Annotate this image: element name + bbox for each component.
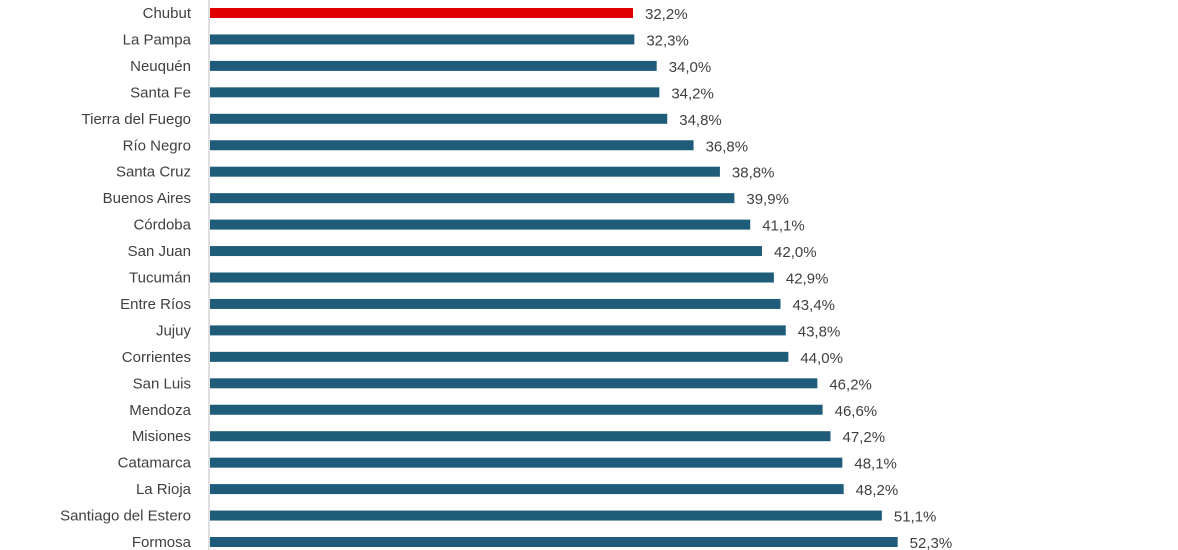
category-label: Misiones: [132, 428, 191, 445]
category-label: Chubut: [143, 5, 192, 22]
value-label: 39,9%: [746, 191, 789, 208]
value-label: 34,0%: [669, 59, 712, 76]
value-label: 52,3%: [910, 535, 953, 550]
bar-santa-cruz: [210, 166, 720, 177]
category-labels-group: Chubut La Pampa Neuquén Santa Fe Tierra del …: [60, 5, 192, 550]
value-label: 38,8%: [732, 165, 775, 182]
value-label: 43,4%: [792, 297, 835, 314]
bar-jujuy: [210, 325, 786, 336]
category-label: Córdoba: [133, 217, 191, 234]
bar-entre-rios: [210, 298, 781, 309]
bar-corrientes: [210, 351, 789, 362]
value-label: 34,8%: [679, 112, 722, 129]
bar-chubut: [210, 8, 633, 18]
value-label: 47,2%: [843, 429, 886, 446]
category-label: Corrientes: [122, 349, 191, 366]
value-label: 46,2%: [829, 376, 872, 393]
category-label: San Juan: [128, 243, 191, 260]
value-label: 32,3%: [646, 32, 689, 49]
category-label: Santa Fe: [130, 84, 191, 101]
value-label: 51,1%: [894, 509, 937, 526]
value-label: 48,2%: [856, 482, 899, 499]
value-label: 46,6%: [835, 403, 878, 420]
value-label: 36,8%: [706, 138, 749, 155]
value-label: 48,1%: [854, 456, 897, 473]
value-label: 41,1%: [762, 218, 805, 235]
bar-buenos-aires: [210, 193, 735, 204]
category-label: Santiago del Estero: [60, 508, 191, 525]
category-label: Neuquén: [130, 58, 191, 75]
value-label: 34,2%: [671, 85, 714, 102]
category-label: Santa Cruz: [116, 164, 191, 181]
category-label: Entre Ríos: [120, 296, 191, 313]
value-label: 44,0%: [800, 350, 843, 367]
bar-santiago-del-estero: [210, 510, 882, 521]
bar-cordoba: [210, 219, 751, 230]
value-label: 42,0%: [774, 244, 817, 261]
category-label: Tucumán: [129, 270, 191, 287]
bars-group: [210, 8, 898, 547]
category-label: Catamarca: [118, 455, 192, 472]
value-label: 43,8%: [798, 323, 841, 340]
category-label: Jujuy: [156, 322, 192, 339]
bar-la-pampa: [210, 34, 635, 45]
bar-santa-fe: [210, 87, 660, 98]
value-labels-group: 32,2% 32,3% 34,0% 34,2% 34,8% 36,8% 38,8% 39,9%…: [645, 6, 952, 550]
category-label: Tierra del Fuego: [82, 111, 192, 128]
bar-rio-negro: [210, 140, 694, 151]
bar-la-rioja: [210, 484, 844, 495]
bar-misiones: [210, 431, 831, 442]
bar-catamarca: [210, 457, 843, 468]
category-label: Formosa: [132, 534, 192, 550]
bar-san-luis: [210, 378, 818, 389]
category-label: Buenos Aires: [103, 190, 191, 207]
category-label: Mendoza: [129, 402, 191, 419]
bar-formosa: [210, 537, 898, 547]
bar-san-juan: [210, 246, 763, 257]
bar-tucuman: [210, 272, 774, 283]
bar-neuquen: [210, 60, 657, 71]
category-label: La Pampa: [123, 31, 192, 48]
bar-mendoza: [210, 404, 823, 415]
category-label: La Rioja: [136, 481, 192, 498]
value-label: 42,9%: [786, 271, 829, 288]
bar-tierra-del-fuego: [210, 113, 668, 124]
value-label: 32,2%: [645, 6, 688, 23]
category-label: San Luis: [133, 375, 191, 392]
category-label: Río Negro: [123, 137, 191, 154]
